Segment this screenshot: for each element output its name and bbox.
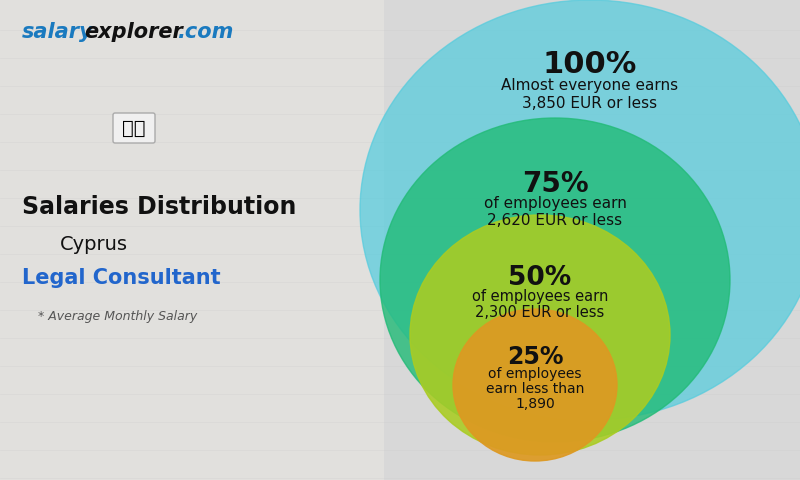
Text: 25%: 25% bbox=[506, 345, 563, 369]
Bar bbox=[0, 0, 384, 480]
Text: Almost everyone earns: Almost everyone earns bbox=[502, 78, 678, 93]
Text: 3,850 EUR or less: 3,850 EUR or less bbox=[522, 96, 658, 111]
Text: 75%: 75% bbox=[522, 170, 588, 198]
FancyBboxPatch shape bbox=[113, 113, 155, 143]
Ellipse shape bbox=[453, 309, 617, 461]
Text: 2,300 EUR or less: 2,300 EUR or less bbox=[475, 305, 605, 320]
Text: of employees: of employees bbox=[488, 367, 582, 381]
Text: Legal Consultant: Legal Consultant bbox=[22, 268, 221, 288]
Text: Salaries Distribution: Salaries Distribution bbox=[22, 195, 296, 219]
Text: 1,890: 1,890 bbox=[515, 397, 555, 411]
Text: earn less than: earn less than bbox=[486, 382, 584, 396]
Text: 🇨🇾: 🇨🇾 bbox=[122, 119, 146, 137]
Text: Cyprus: Cyprus bbox=[60, 235, 128, 254]
Text: explorer: explorer bbox=[84, 22, 182, 42]
Text: 100%: 100% bbox=[543, 50, 637, 79]
Text: * Average Monthly Salary: * Average Monthly Salary bbox=[38, 310, 198, 323]
Ellipse shape bbox=[380, 118, 730, 442]
Text: of employees earn: of employees earn bbox=[483, 196, 626, 211]
Text: 50%: 50% bbox=[508, 265, 572, 291]
Text: 2,620 EUR or less: 2,620 EUR or less bbox=[487, 213, 622, 228]
Ellipse shape bbox=[410, 215, 670, 455]
Ellipse shape bbox=[360, 0, 800, 420]
Text: of employees earn: of employees earn bbox=[472, 289, 608, 304]
Text: salary: salary bbox=[22, 22, 94, 42]
Text: .com: .com bbox=[177, 22, 234, 42]
